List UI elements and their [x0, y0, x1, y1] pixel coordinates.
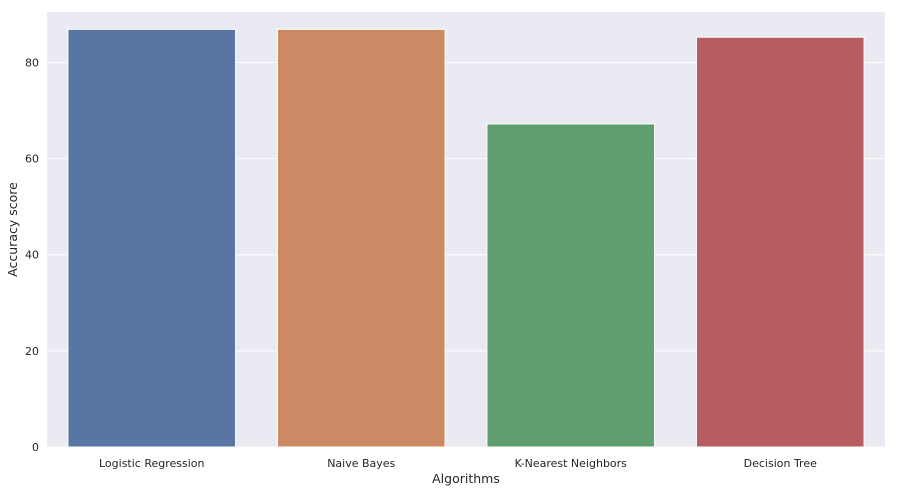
- x-tick-label: Logistic Regression: [99, 457, 205, 470]
- bar-naive-bayes: [276, 28, 446, 448]
- bar-logistic-regression: [67, 28, 237, 448]
- x-tick-label: K-Nearest Neighbors: [515, 457, 628, 470]
- y-tick-label: 60: [25, 153, 39, 166]
- y-axis-title: Accuracy score: [5, 182, 20, 277]
- bar-decision-tree: [695, 36, 865, 448]
- y-tick-label: 20: [25, 345, 39, 358]
- bars: [67, 28, 865, 448]
- y-tick-label: 80: [25, 56, 39, 69]
- y-tick-label: 0: [32, 441, 39, 454]
- y-axis-ticks: 0 20 40 60 80: [25, 56, 39, 454]
- x-axis-title: Algorithms: [432, 471, 500, 486]
- y-tick-label: 40: [25, 249, 39, 262]
- x-axis-ticks: Logistic Regression Naive Bayes K-Nearest …: [99, 457, 817, 470]
- x-tick-label: Decision Tree: [744, 457, 817, 470]
- x-tick-label: Naive Bayes: [327, 457, 395, 470]
- bar-k-nearest-neighbors: [486, 123, 656, 448]
